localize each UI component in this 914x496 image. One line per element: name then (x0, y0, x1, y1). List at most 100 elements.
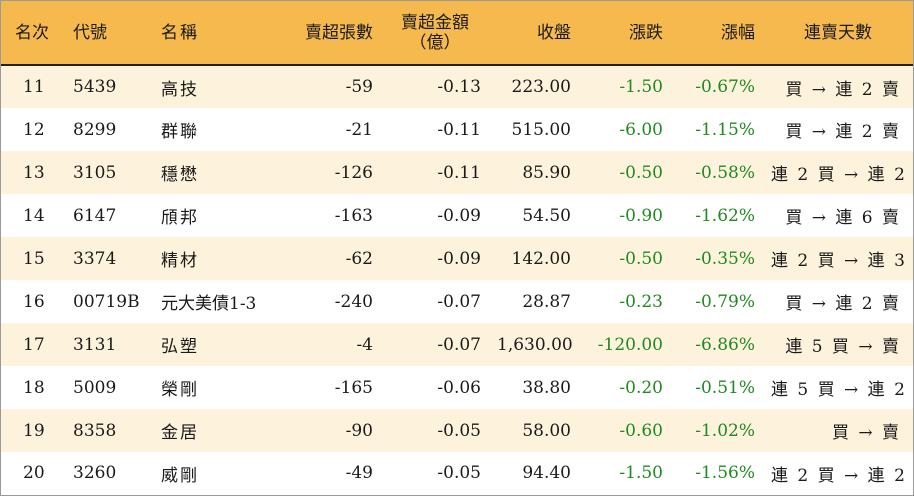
table-row[interactable]: 16 00719B 元大美債1-3 -240 -0.07 28.87 -0.23… (1, 280, 913, 323)
cell-change: -0.50 (619, 162, 663, 183)
cell-change-pct: -0.67% (695, 77, 755, 97)
cell-code[interactable]: 3131 (73, 334, 117, 355)
cell-code[interactable]: 6147 (73, 205, 117, 226)
cell-streak: 連 2 買 → 連 2 賣 (771, 465, 914, 486)
cell-code[interactable]: 3105 (73, 162, 117, 183)
cell-code[interactable]: 3260 (73, 463, 117, 483)
table-header-row: 名次 代號 名稱 賣超張數 賣超金額 （億） 收盤 漲跌 漲幅 連賣天數 (1, 1, 913, 66)
cell-streak: 連 5 買 → 連 2 賣 (771, 380, 914, 400)
col-header-rank[interactable]: 名次 (1, 1, 63, 66)
cell-change-pct: -0.58% (695, 162, 755, 183)
cell-rank: 14 (23, 205, 45, 226)
cell-net-sell-amount: -0.11 (437, 119, 481, 140)
cell-change: -0.20 (619, 377, 663, 398)
cell-name[interactable]: 威剛 (161, 465, 199, 486)
cell-change: -1.50 (619, 463, 663, 483)
cell-change: -6.00 (619, 119, 663, 140)
cell-streak: 買 → 賣 (831, 423, 901, 443)
cell-net-sell-lots: -240 (334, 291, 373, 312)
cell-close: 38.80 (522, 377, 571, 398)
col-header-name[interactable]: 名稱 (147, 1, 275, 66)
cell-change-pct: -1.56% (695, 463, 755, 483)
cell-close: 142.00 (511, 248, 571, 269)
cell-code[interactable]: 8358 (73, 420, 117, 441)
table-row[interactable]: 19 8358 金居 -90 -0.05 58.00 -0.60 -1.02% … (1, 409, 913, 452)
cell-change: -0.60 (619, 420, 663, 441)
table-row[interactable]: 14 6147 頎邦 -163 -0.09 54.50 -0.90 -1.62%… (1, 194, 913, 237)
col-header-net-sell-lots[interactable]: 賣超張數 (275, 1, 381, 66)
cell-name[interactable]: 精材 (161, 251, 199, 271)
col-header-net-sell-amount-unit: （億） (409, 32, 461, 53)
col-header-net-sell-amount[interactable]: 賣超金額 （億） (381, 1, 489, 66)
cell-code[interactable]: 5439 (73, 77, 117, 97)
cell-code[interactable]: 3374 (73, 248, 117, 269)
cell-code[interactable]: 00719B (73, 291, 140, 312)
table-row[interactable]: 11 5439 高技 -59 -0.13 223.00 -1.50 -0.67%… (1, 65, 913, 108)
cell-change-pct: -1.02% (695, 420, 755, 441)
cell-change: -0.50 (619, 248, 663, 269)
cell-change-pct: -0.35% (695, 248, 755, 269)
cell-close: 85.90 (522, 162, 571, 183)
cell-net-sell-lots: -126 (334, 162, 373, 183)
cell-net-sell-amount: -0.09 (437, 248, 481, 269)
cell-net-sell-amount: -0.05 (437, 420, 481, 441)
cell-name[interactable]: 頎邦 (161, 208, 199, 228)
col-header-code[interactable]: 代號 (63, 1, 147, 66)
cell-name[interactable]: 群聯 (161, 122, 199, 142)
cell-streak: 買 → 連 6 賣 (785, 208, 901, 228)
cell-change: -0.23 (619, 291, 663, 312)
table-row[interactable]: 13 3105 穩懋 -126 -0.11 85.90 -0.50 -0.58%… (1, 151, 914, 194)
cell-change: -1.50 (619, 77, 663, 97)
cell-name[interactable]: 高技 (161, 79, 199, 100)
cell-close: 515.00 (511, 119, 571, 140)
table-row[interactable]: 17 3131 弘塑 -4 -0.07 1,630.00 -120.00 -6.… (1, 323, 913, 366)
cell-close: 94.40 (522, 463, 571, 483)
cell-rank: 11 (23, 77, 45, 97)
cell-net-sell-amount: -0.07 (437, 291, 481, 312)
cell-streak: 買 → 連 2 賣 (785, 122, 901, 142)
cell-change-pct: -1.15% (695, 119, 755, 140)
cell-net-sell-lots: -90 (345, 420, 373, 441)
cell-close: 1,630.00 (497, 334, 573, 355)
col-header-net-sell-amount-label: 賣超金額 (401, 12, 469, 33)
table-row[interactable]: 12 8299 群聯 -21 -0.11 515.00 -6.00 -1.15%… (1, 108, 913, 151)
cell-name[interactable]: 榮剛 (161, 380, 199, 400)
cell-streak: 買 → 連 2 賣 (785, 79, 901, 100)
cell-net-sell-amount: -0.09 (437, 205, 481, 226)
cell-net-sell-lots: -59 (345, 77, 373, 97)
col-header-close[interactable]: 收盤 (489, 1, 579, 66)
col-header-change[interactable]: 漲跌 (579, 1, 671, 66)
cell-change-pct: -0.51% (695, 377, 755, 398)
cell-net-sell-amount: -0.05 (437, 463, 481, 483)
cell-net-sell-amount: -0.07 (437, 334, 481, 355)
cell-close: 54.50 (522, 205, 571, 226)
table-row[interactable]: 18 5009 榮剛 -165 -0.06 38.80 -0.20 -0.51%… (1, 366, 914, 409)
cell-net-sell-amount: -0.06 (437, 377, 481, 398)
cell-net-sell-amount: -0.13 (437, 77, 481, 97)
col-header-streak[interactable]: 連賣天數 (763, 1, 913, 66)
cell-net-sell-lots: -49 (345, 463, 373, 483)
table-row[interactable]: 20 3260 威剛 -49 -0.05 94.40 -1.50 -1.56% … (1, 452, 914, 494)
cell-code[interactable]: 8299 (73, 119, 117, 140)
cell-streak: 連 2 買 → 連 2 賣 (771, 165, 914, 185)
cell-net-sell-lots: -62 (345, 248, 373, 269)
cell-net-sell-lots: -4 (356, 334, 373, 355)
cell-net-sell-amount: -0.11 (437, 162, 481, 183)
cell-change: -120.00 (597, 334, 663, 355)
cell-name[interactable]: 元大美債1-3 (161, 294, 257, 314)
cell-close: 223.00 (511, 77, 571, 97)
cell-net-sell-lots: -21 (345, 119, 373, 140)
cell-name[interactable]: 穩懋 (161, 165, 199, 185)
cell-code[interactable]: 5009 (73, 377, 117, 398)
col-header-change-pct[interactable]: 漲幅 (671, 1, 763, 66)
table-row[interactable]: 15 3374 精材 -62 -0.09 142.00 -0.50 -0.35%… (1, 237, 914, 280)
cell-name[interactable]: 弘塑 (161, 337, 199, 357)
cell-change-pct: -1.62% (695, 205, 755, 226)
cell-name[interactable]: 金居 (161, 423, 199, 443)
cell-close: 58.00 (522, 420, 571, 441)
cell-rank: 18 (23, 377, 45, 398)
table-body: 11 5439 高技 -59 -0.13 223.00 -1.50 -0.67%… (1, 65, 914, 494)
cell-streak: 連 2 買 → 連 3 賣 (771, 251, 914, 271)
